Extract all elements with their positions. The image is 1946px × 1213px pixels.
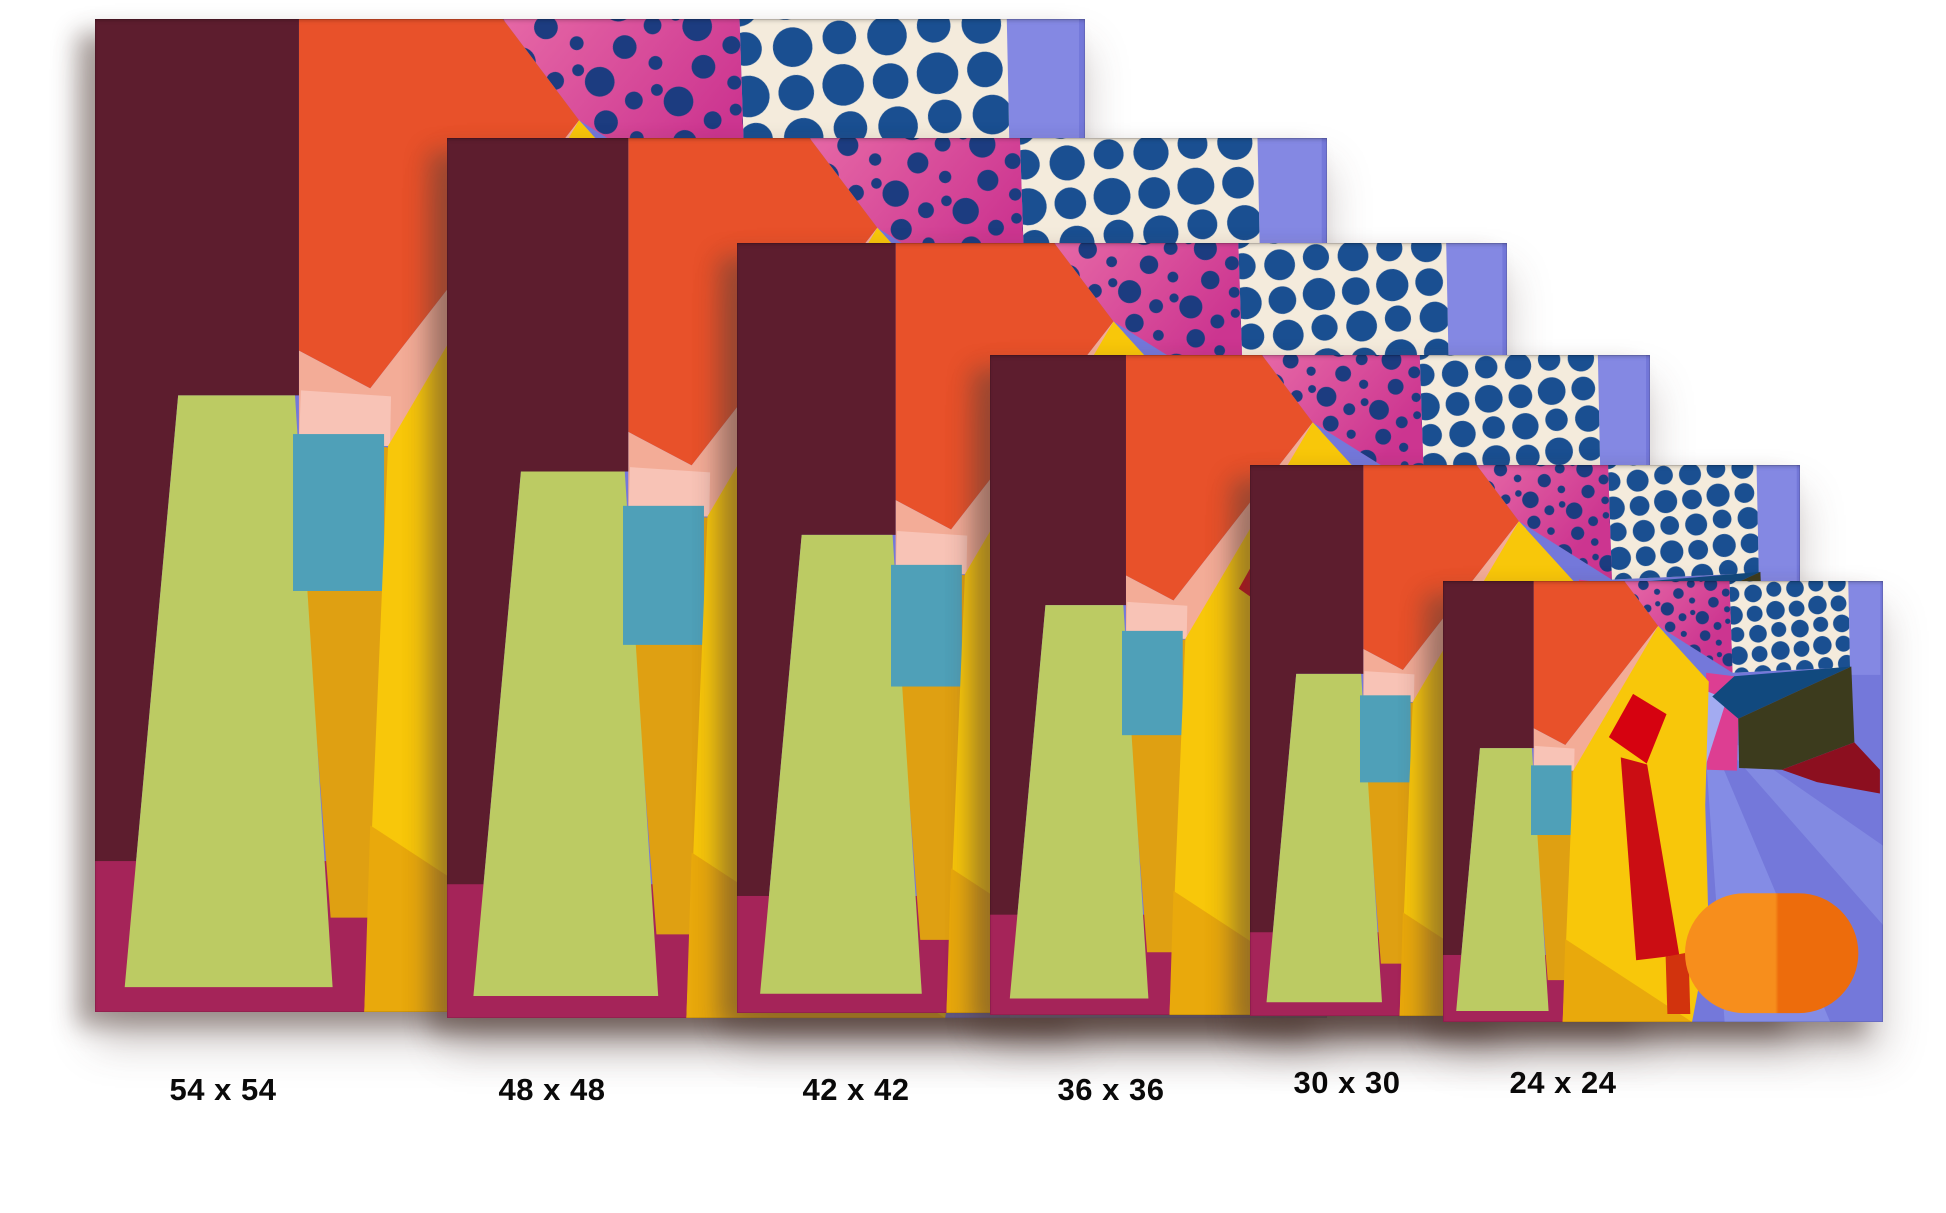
size-label-42: 42 x 42 [802, 1072, 910, 1107]
size-label-48: 48 x 48 [498, 1072, 606, 1107]
size-label-36: 36 x 36 [1057, 1072, 1165, 1107]
print-24x24 [1443, 581, 1883, 1022]
size-label-30: 30 x 30 [1293, 1065, 1401, 1100]
size-label-24: 24 x 24 [1509, 1065, 1617, 1100]
artwork-image-24 [1443, 581, 1883, 1022]
size-label-54: 54 x 54 [169, 1072, 277, 1107]
